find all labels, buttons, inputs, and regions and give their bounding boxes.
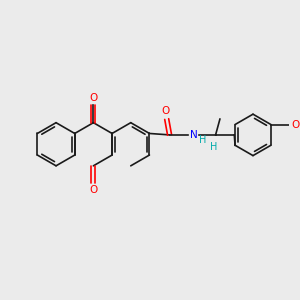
Text: O: O [89,185,98,195]
Text: N: N [190,130,197,140]
Text: H: H [199,135,206,145]
Text: O: O [161,106,170,116]
Text: O: O [89,93,98,103]
Text: O: O [292,119,300,130]
Text: H: H [211,142,218,152]
